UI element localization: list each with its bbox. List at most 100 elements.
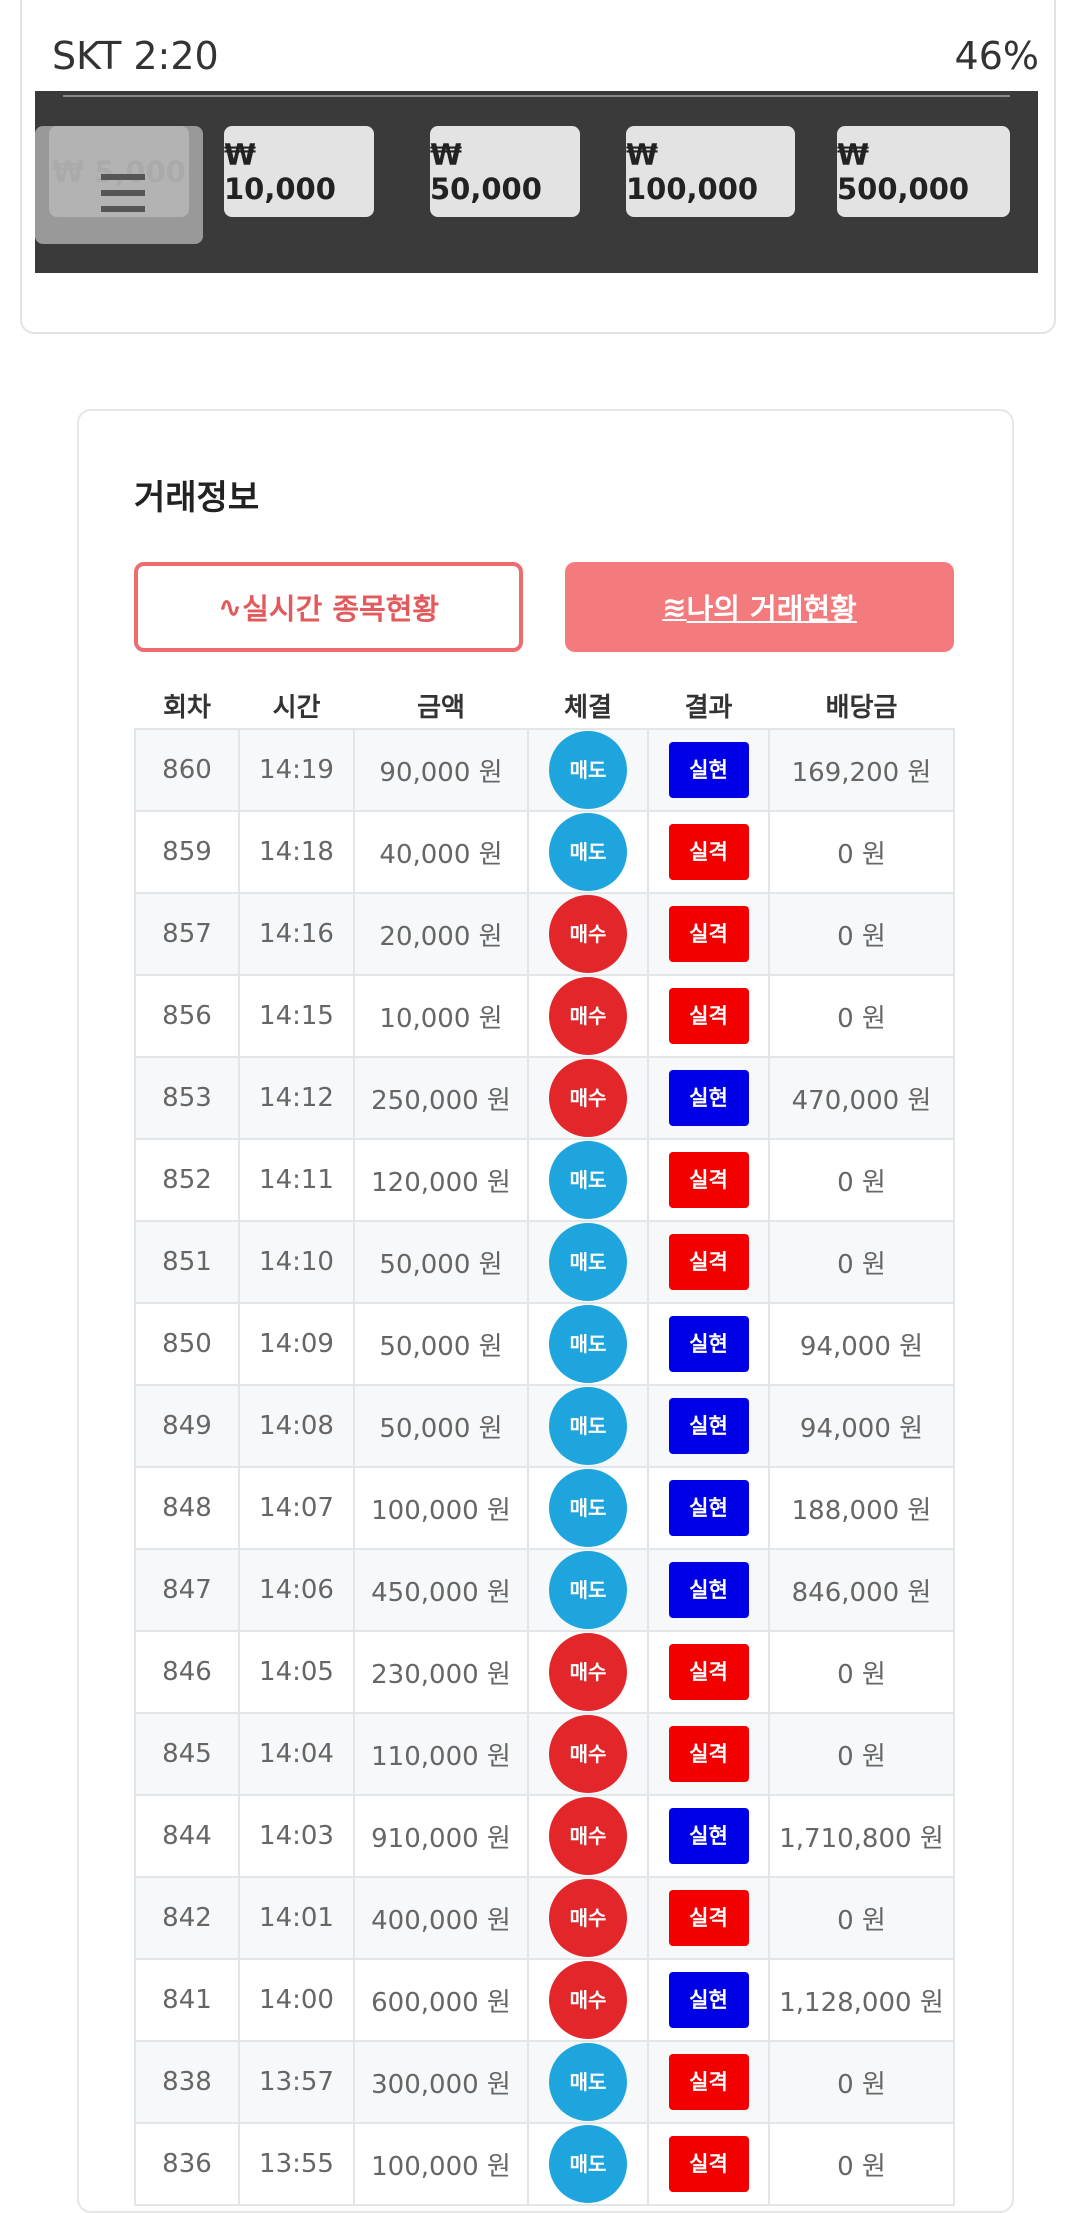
menu-icon-line — [101, 190, 145, 196]
cell: 859 — [134, 810, 240, 894]
trade-row: 857 14:16 20,000 원 매수 실격 0 원 — [134, 892, 955, 976]
cell: 실격 — [647, 810, 770, 894]
cell: 0 원 — [768, 2040, 955, 2124]
trade-type-badge: 매수 — [549, 977, 627, 1055]
trade-row: 849 14:08 50,000 원 매도 실현 94,000 원 — [134, 1384, 955, 1468]
cell: 40,000 원 — [353, 810, 529, 894]
cell: 848 — [134, 1466, 240, 1550]
cell: 100,000 원 — [353, 1466, 529, 1550]
trade-row: 853 14:12 250,000 원 매수 실현 470,000 원 — [134, 1056, 955, 1140]
cell: 857 — [134, 892, 240, 976]
cell: 매도 — [527, 1138, 649, 1222]
column-header: 시간 — [272, 692, 321, 723]
result-badge: 실격 — [668, 988, 749, 1044]
cell: 매도 — [527, 2040, 649, 2124]
result-badge: 실격 — [668, 1152, 749, 1208]
cell: 836 — [134, 2122, 240, 2206]
result-badge: 실격 — [668, 906, 749, 962]
cell: 14:16 — [238, 892, 355, 976]
trade-row: 845 14:04 110,000 원 매수 실격 0 원 — [134, 1712, 955, 1796]
result-badge: 실현 — [668, 1398, 749, 1454]
cell: 50,000 원 — [353, 1302, 529, 1386]
cell: 매수 — [527, 1712, 649, 1796]
result-badge: 실격 — [668, 2136, 749, 2192]
cell: 14:15 — [238, 974, 355, 1058]
trade-type-badge: 매도 — [549, 731, 627, 809]
cell: 매수 — [527, 1958, 649, 2042]
trade-row: 841 14:00 600,000 원 매수 실현 1,128,000 원 — [134, 1958, 955, 2042]
trade-row: 856 14:15 10,000 원 매수 실격 0 원 — [134, 974, 955, 1058]
cell: 110,000 원 — [353, 1712, 529, 1796]
trade-type-badge: 매도 — [549, 1469, 627, 1547]
cell: 14:10 — [238, 1220, 355, 1304]
cell: 841 — [134, 1958, 240, 2042]
cell: 14:04 — [238, 1712, 355, 1796]
trade-type-badge: 매도 — [549, 1387, 627, 1465]
column-header: 배당금 — [825, 692, 898, 723]
tab-my-trades[interactable]: ≋ 나의 거래현황 — [565, 562, 954, 652]
cell: 0 원 — [768, 974, 955, 1058]
cell: 847 — [134, 1548, 240, 1632]
amount-button[interactable]: ₩ 10,000 — [224, 126, 374, 217]
cell: 845 — [134, 1712, 240, 1796]
cell: 1,710,800 원 — [768, 1794, 955, 1878]
result-badge: 실현 — [668, 1316, 749, 1372]
cell: 400,000 원 — [353, 1876, 529, 1960]
cell: 실격 — [647, 974, 770, 1058]
trade-row: 836 13:55 100,000 원 매도 실격 0 원 — [134, 2122, 955, 2206]
cell: 600,000 원 — [353, 1958, 529, 2042]
cell: 188,000 원 — [768, 1466, 955, 1550]
trade-row: 859 14:18 40,000 원 매도 실격 0 원 — [134, 810, 955, 894]
cell: 250,000 원 — [353, 1056, 529, 1140]
cell: 842 — [134, 1876, 240, 1960]
cell: 0 원 — [768, 892, 955, 976]
trade-row: 860 14:19 90,000 원 매도 실현 169,200 원 — [134, 728, 955, 812]
cell: 실현 — [647, 728, 770, 812]
trade-type-badge: 매수 — [549, 895, 627, 973]
cell: 120,000 원 — [353, 1138, 529, 1222]
column-header: 결과 — [684, 692, 733, 723]
cell: 100,000 원 — [353, 2122, 529, 2206]
cell: 실현 — [647, 1958, 770, 2042]
amount-button[interactable]: ₩ 50,000 — [430, 126, 580, 217]
cell: 매도 — [527, 810, 649, 894]
cell: 450,000 원 — [353, 1548, 529, 1632]
trade-row: 846 14:05 230,000 원 매수 실격 0 원 — [134, 1630, 955, 1714]
cell: 13:57 — [238, 2040, 355, 2124]
trade-row: 852 14:11 120,000 원 매도 실격 0 원 — [134, 1138, 955, 1222]
cell: 14:03 — [238, 1794, 355, 1878]
cell: 실격 — [647, 892, 770, 976]
cell: 실현 — [647, 1056, 770, 1140]
cell: 14:18 — [238, 810, 355, 894]
cell: 실격 — [647, 1876, 770, 1960]
cell: 실격 — [647, 2040, 770, 2124]
cell: 20,000 원 — [353, 892, 529, 976]
menu-icon-line — [101, 206, 145, 212]
menu-button[interactable] — [35, 126, 203, 244]
tab-label: 실시간 종목현황 — [242, 592, 440, 626]
result-badge: 실격 — [668, 1234, 749, 1290]
cell: 14:08 — [238, 1384, 355, 1468]
cell: 838 — [134, 2040, 240, 2124]
amount-button[interactable]: ₩ 100,000 — [626, 126, 795, 217]
cell: 860 — [134, 728, 240, 812]
cell: 매도 — [527, 1548, 649, 1632]
column-header: 회차 — [163, 692, 211, 723]
column-header: 체결 — [564, 692, 612, 723]
cell: 실현 — [647, 1384, 770, 1468]
cell: 매도 — [527, 1220, 649, 1304]
cell: 매수 — [527, 892, 649, 976]
cell: 매수 — [527, 1794, 649, 1878]
cell: 14:07 — [238, 1466, 355, 1550]
trade-type-badge: 매도 — [549, 1551, 627, 1629]
tab-realtime[interactable]: ∿ 실시간 종목현황 — [134, 562, 523, 652]
cell: 846,000 원 — [768, 1548, 955, 1632]
cell: 850 — [134, 1302, 240, 1386]
cell: 0 원 — [768, 1630, 955, 1714]
amount-button[interactable]: ₩ 500,000 — [837, 126, 1010, 217]
result-badge: 실격 — [668, 824, 749, 880]
cell: 94,000 원 — [768, 1384, 955, 1468]
cell: 844 — [134, 1794, 240, 1878]
result-badge: 실격 — [668, 2054, 749, 2110]
cell: 851 — [134, 1220, 240, 1304]
